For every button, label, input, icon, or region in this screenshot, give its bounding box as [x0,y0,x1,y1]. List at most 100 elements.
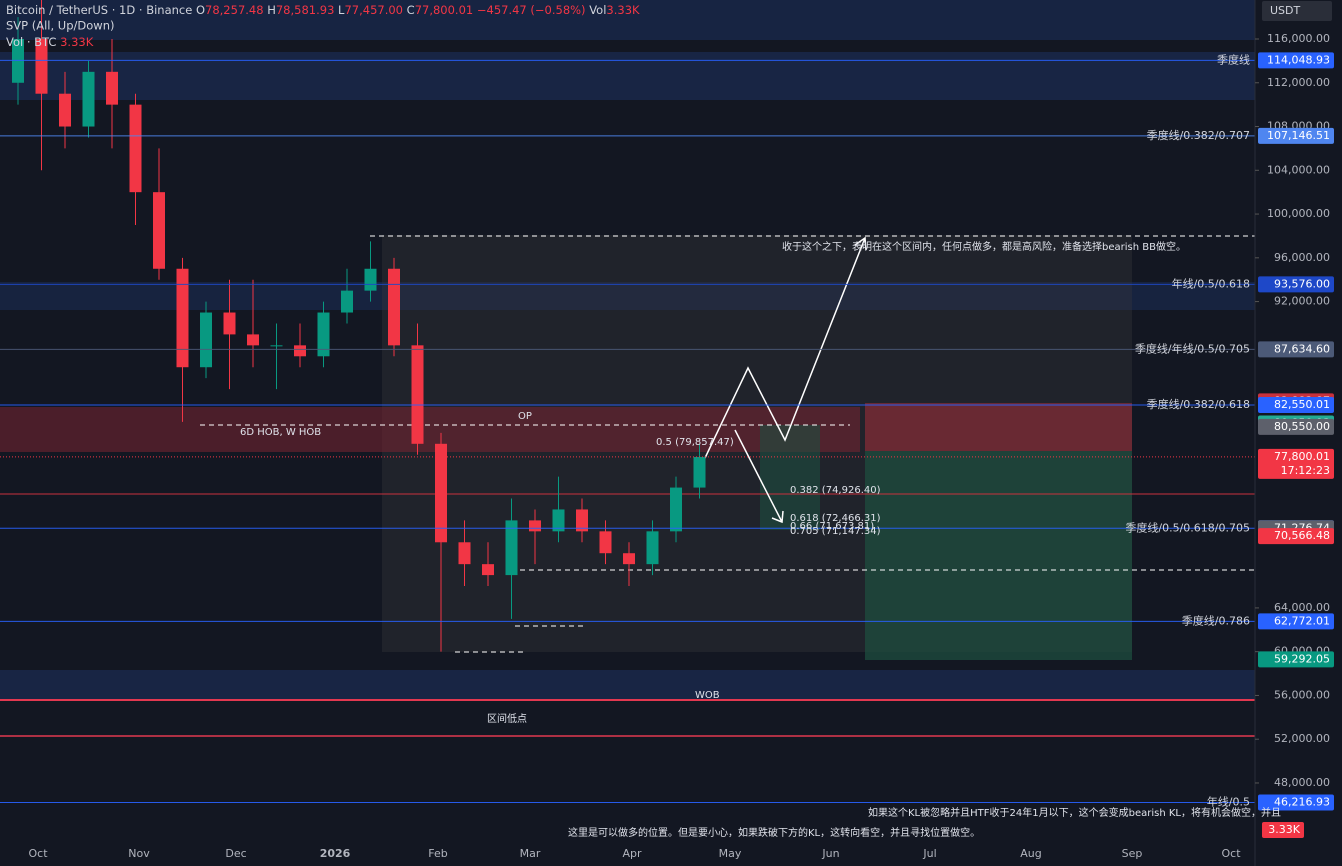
level-label: 季度线/0.382/0.707 [1147,128,1250,142]
candle-body [82,71,95,127]
annotation: 如果这个KL被忽略并且HTF收于24年1月以下，这个会变成bearish KL，… [868,806,1281,819]
price-tag-label: 93,576.00 [1274,277,1330,290]
candle-body [505,520,518,576]
projection-arrow [704,237,866,459]
level-label: 季度线/0.786 [1182,613,1250,627]
x-tick-label: Oct [1221,847,1241,860]
x-tick-label: Nov [128,847,150,860]
zone [0,0,1255,40]
label: O [196,3,205,17]
candle-body [529,520,541,532]
price-tag-label: 80,550.00 [1274,420,1330,433]
x-tick-label: Sep [1122,847,1143,860]
candle-body [270,345,283,347]
level-label: 年线/0.5 [1207,794,1250,808]
price-tag [1258,528,1334,545]
value: 78,581.93 [276,3,335,17]
price-tag [1258,794,1334,811]
zone [865,403,1132,451]
projection-arrow [734,429,783,523]
candle-body [623,553,635,565]
zone [865,451,1132,660]
candle-body [670,487,682,532]
x-tick-label: Apr [622,847,642,860]
candle-body [341,290,353,313]
zone [0,407,860,452]
annotation: OP [518,411,532,422]
y-tick-label: 52,000.00 [1274,732,1330,745]
price-tag [1258,613,1334,630]
candle-body [35,39,48,94]
x-tick-label: Oct [28,847,48,860]
price-tag-label: 62,772.01 [1274,614,1330,627]
currency: USDT [1270,4,1301,17]
arrow-head [854,236,867,251]
value: 77,457.00 [344,3,403,17]
candle-body [317,312,330,357]
level-label: 季度线/年线/0.5/0.705 [1135,341,1250,355]
annotation: 区间低点 [487,712,527,725]
price-tag-label: 46,216.93 [1274,795,1330,808]
y-tick-label: 64,000.00 [1274,601,1330,614]
time-axis [0,845,1255,866]
candle-body [59,93,71,127]
price-tag [1258,418,1334,435]
annotation: 收于这个之下，表明在这个区间内，任何点做多，都是高风险，准备选择bearish … [782,240,1186,253]
x-tick-label: May [719,847,742,860]
price-tag-label: 114,048.93 [1267,53,1330,66]
y-tick-label: 96,000.00 [1274,251,1330,264]
label: L [338,3,345,17]
indicator: SVP (All, Up/Down) [6,19,114,33]
x-tick-label: Mar [520,847,541,860]
x-tick-label: Jun [821,847,839,860]
price-tag-label: 107,146.51 [1267,129,1330,142]
candle-body [482,564,494,576]
price-tag-label: 87,634.60 [1274,342,1330,355]
annotation: 0.705 (71,147.34) [790,526,881,537]
candle-body [12,39,24,83]
arrow-head [771,510,784,524]
y-tick-label: 116,000.00 [1267,32,1330,45]
candle-body [364,268,377,291]
volume-tag: 3.33K [1268,823,1300,836]
y-tick-label: 112,000.00 [1267,76,1330,89]
annotation: 0.66 (71,673.81) [790,521,874,532]
symbol: Bitcoin / TetherUS · 1D · Binance [6,3,192,17]
candle-body [576,509,588,532]
annotation: 0.382 (74,926.40) [790,485,881,496]
label: H [267,3,276,17]
candle-body [294,345,306,357]
annotation: WOB [695,690,720,701]
y-tick-label: 104,000.00 [1267,163,1330,176]
price-tag [1258,651,1334,668]
candle-body [388,268,400,346]
level-label: 季度线 [1217,52,1250,66]
zone [0,52,1255,100]
change: −457.47 (−0.58%) [477,3,586,17]
annotation: 这里是可以做多的位置。但是要小心，如果跌破下方的KL，这转向看空，并且寻找位置做… [568,826,980,839]
zone [0,670,1255,700]
candle-body [599,531,612,554]
price-tag [1258,127,1334,144]
zone [0,282,1255,310]
label: C [407,3,415,17]
volume-tag-box [1262,822,1304,838]
x-tick-label: Dec [225,847,246,860]
x-tick-label: Aug [1020,847,1041,860]
price-tag-label: 77,800.01 [1274,450,1330,463]
candle-body [435,443,447,543]
y-tick-label: 100,000.00 [1267,207,1330,220]
price-tag [1258,448,1334,479]
x-tick-label: Feb [428,847,447,860]
candle-body [411,345,424,444]
price-tag [1258,52,1334,69]
candle-body [458,542,471,565]
price-tag-label: 59,292.05 [1274,652,1330,665]
y-tick-label: 56,000.00 [1274,688,1330,701]
y-tick-label: 92,000.00 [1274,295,1330,308]
header-line: Bitcoin / TetherUS · 1D · Binance O78,25… [6,3,640,17]
indicator: Vol · BTC 3.33K [6,35,94,49]
price-tag [1258,341,1334,358]
annotation: 0.5 (79,857.47) [656,437,734,448]
